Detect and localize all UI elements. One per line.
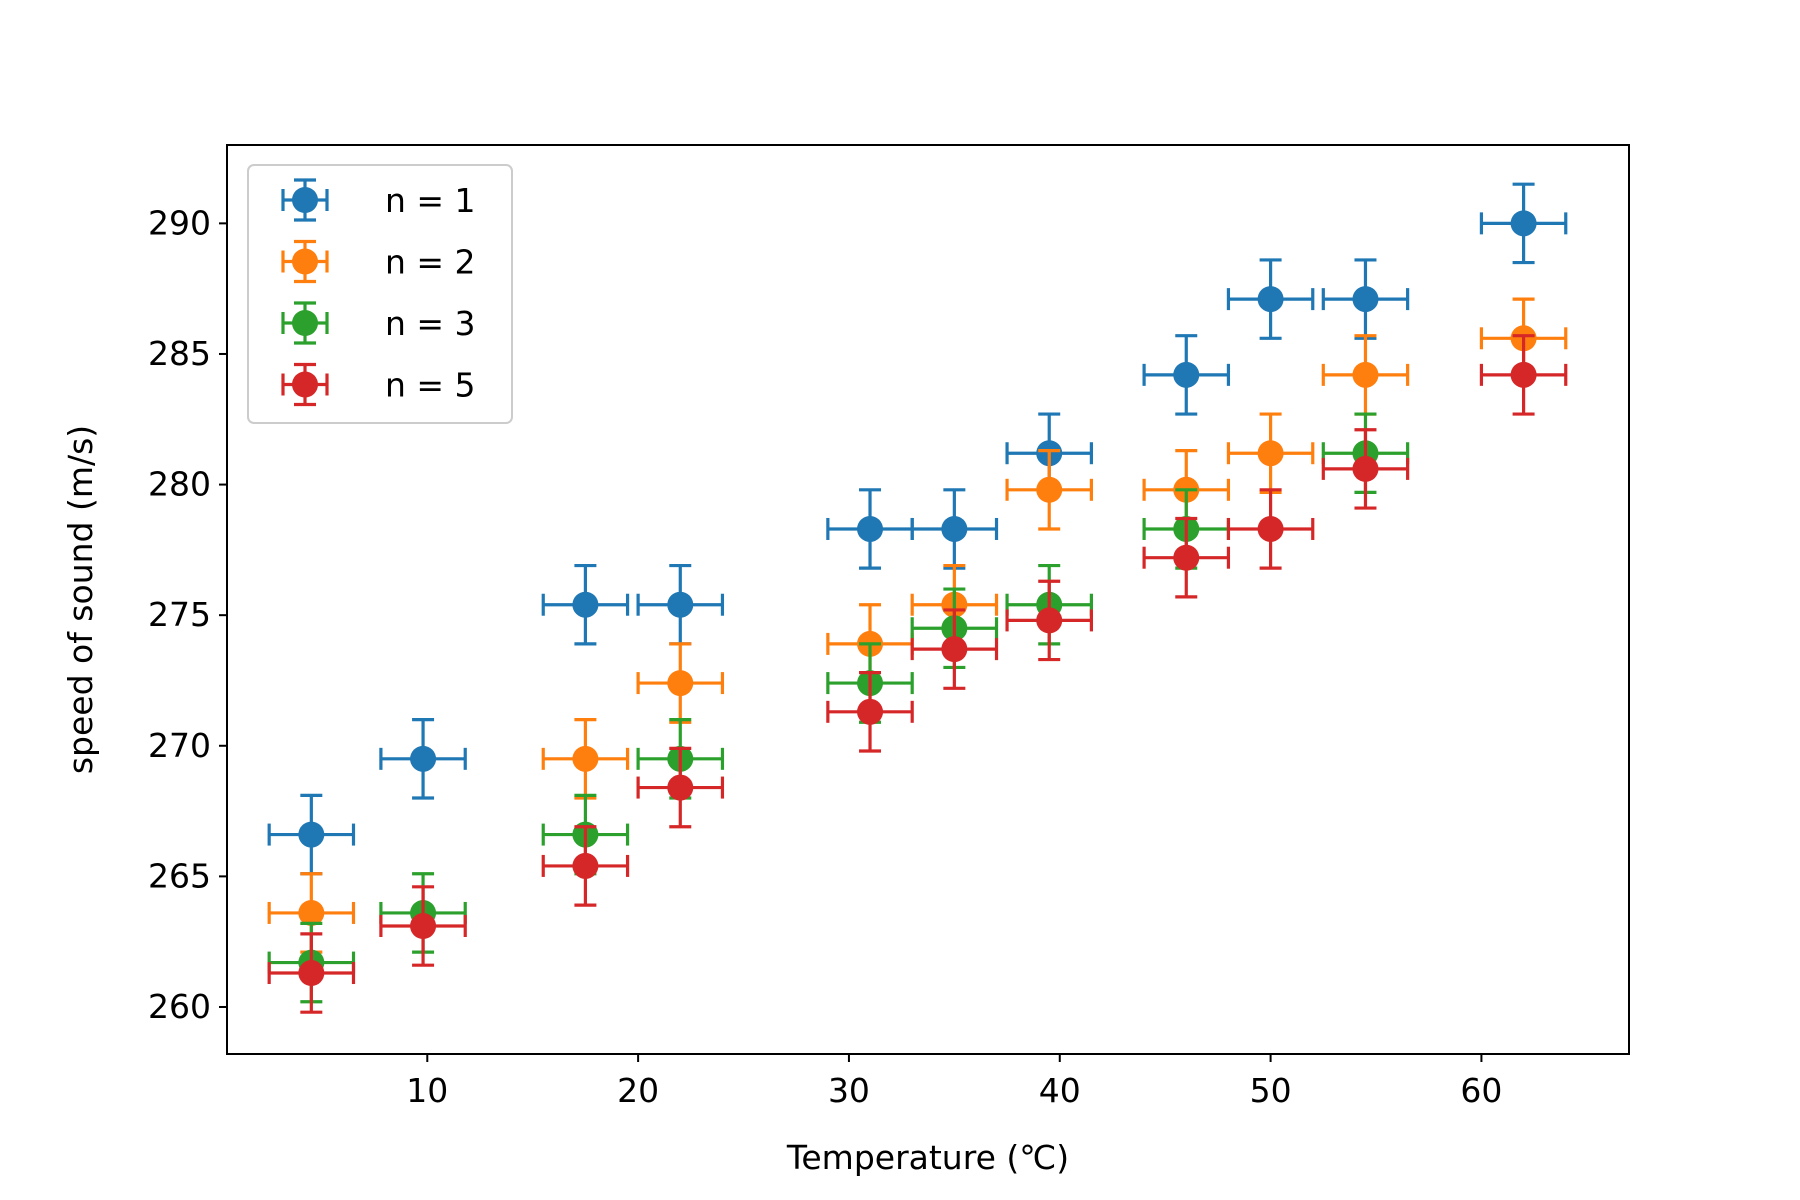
error-bar-point bbox=[379, 885, 467, 967]
legend-label: n = 1 bbox=[385, 181, 476, 220]
y-tick-label: 260 bbox=[148, 987, 211, 1026]
x-tick-label: 30 bbox=[828, 1071, 870, 1110]
error-bar-point bbox=[910, 608, 999, 690]
data-point bbox=[1173, 544, 1200, 571]
data-point bbox=[857, 698, 884, 725]
legend-marker bbox=[292, 248, 318, 275]
data-point bbox=[572, 852, 599, 879]
error-bar-point bbox=[1226, 258, 1315, 340]
error-bar-point bbox=[826, 671, 914, 753]
data-point bbox=[667, 591, 694, 618]
error-bar-point bbox=[1479, 334, 1568, 416]
x-axis-label: Temperature (℃) bbox=[786, 1138, 1069, 1177]
x-tick-label: 50 bbox=[1250, 1071, 1292, 1110]
error-bar-point bbox=[541, 563, 630, 646]
data-point bbox=[572, 745, 599, 772]
error-bar-point bbox=[1142, 334, 1231, 416]
y-tick-label: 280 bbox=[148, 465, 211, 504]
data-point bbox=[1036, 476, 1063, 503]
error-bar-point bbox=[541, 825, 630, 907]
data-point bbox=[1510, 361, 1537, 388]
error-bar-point bbox=[1479, 182, 1568, 265]
error-bar-point bbox=[267, 872, 356, 954]
error-bar-point bbox=[636, 746, 725, 829]
x-tick-label: 60 bbox=[1460, 1071, 1502, 1110]
x-tick-label: 20 bbox=[617, 1071, 659, 1110]
series-n-5 bbox=[267, 334, 1568, 1014]
error-bar-point bbox=[1005, 449, 1093, 531]
error-bar-point bbox=[1226, 488, 1315, 570]
data-point bbox=[667, 774, 694, 801]
x-tick-label: 10 bbox=[406, 1071, 448, 1110]
legend-item: n = 3 bbox=[281, 301, 476, 345]
legend-frame bbox=[247, 164, 513, 424]
legend-marker bbox=[292, 310, 318, 336]
error-bar-point bbox=[1142, 516, 1231, 599]
legend-item: n = 1 bbox=[281, 178, 476, 222]
legend-label: n = 3 bbox=[385, 304, 476, 343]
legend-marker bbox=[292, 371, 318, 398]
error-bar-point bbox=[1226, 412, 1315, 495]
y-axis-label: speed of sound (m/s) bbox=[61, 425, 100, 774]
x-axis-ticks: 10 20 30 40 50 60 bbox=[406, 1054, 1502, 1110]
data-point bbox=[941, 636, 968, 663]
data-point bbox=[572, 591, 599, 618]
error-bar-point bbox=[267, 793, 356, 876]
y-tick-label: 270 bbox=[148, 726, 211, 765]
y-tick-label: 275 bbox=[148, 595, 211, 634]
data-marks bbox=[267, 182, 1568, 1014]
legend-marker bbox=[292, 187, 318, 213]
data-point bbox=[1257, 515, 1284, 542]
x-tick-label: 40 bbox=[1039, 1071, 1081, 1110]
data-point bbox=[857, 515, 884, 542]
plot-area-frame bbox=[226, 144, 1630, 1055]
data-point bbox=[410, 745, 437, 772]
error-bar-point bbox=[379, 718, 467, 800]
data-point bbox=[1257, 440, 1284, 467]
legend-label: n = 5 bbox=[385, 366, 476, 405]
error-bar-point bbox=[826, 488, 914, 570]
data-point bbox=[298, 899, 325, 926]
legend-item: n = 2 bbox=[281, 239, 476, 284]
y-tick-label: 285 bbox=[148, 334, 211, 373]
data-point bbox=[1257, 286, 1284, 313]
y-tick-label: 265 bbox=[148, 856, 211, 895]
data-point bbox=[410, 913, 437, 940]
error-bar-point bbox=[1321, 428, 1410, 510]
data-point bbox=[1173, 361, 1200, 388]
data-point bbox=[1510, 210, 1537, 237]
error-bar-point bbox=[1005, 579, 1093, 662]
legend-item: n = 5 bbox=[281, 362, 476, 407]
error-bar-point bbox=[636, 563, 725, 646]
legend: n = 1 n = 2 n = 3 n = 5 bbox=[247, 164, 513, 424]
data-point bbox=[298, 821, 325, 848]
error-bar-point bbox=[267, 932, 356, 1014]
y-axis-ticks: 260 265 270 275 280 285 290 bbox=[148, 203, 227, 1026]
legend-label: n = 2 bbox=[385, 243, 476, 282]
data-point bbox=[941, 515, 968, 542]
data-point bbox=[1352, 361, 1379, 388]
data-point bbox=[1036, 607, 1063, 634]
data-point bbox=[1352, 455, 1379, 482]
data-point bbox=[667, 670, 694, 697]
data-point bbox=[298, 960, 325, 987]
error-bar-point bbox=[1321, 258, 1410, 340]
data-point bbox=[1352, 286, 1379, 313]
y-tick-label: 290 bbox=[148, 203, 211, 242]
